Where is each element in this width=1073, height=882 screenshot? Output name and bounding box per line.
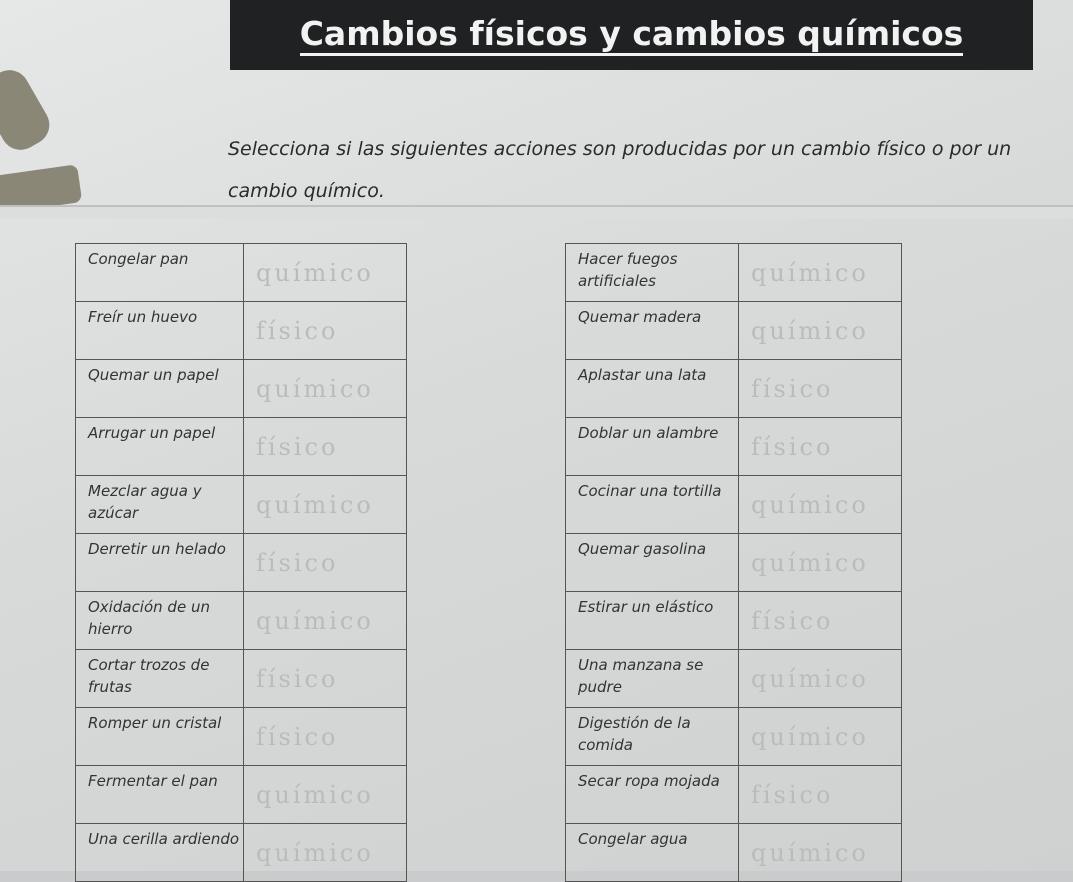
answer-cell[interactable]: físico	[738, 359, 902, 418]
table-row: Congelar pan químico	[75, 243, 407, 302]
action-cell: Aplastar una lata	[565, 359, 739, 418]
answer-cell[interactable]: químico	[243, 591, 407, 650]
action-cell: Romper un cristal	[75, 707, 244, 766]
action-cell: Oxidación de un hierro	[75, 591, 244, 650]
answer-cell[interactable]: químico	[243, 359, 407, 418]
answer-cell[interactable]: físico	[738, 765, 902, 824]
answer-cell[interactable]: químico	[738, 649, 902, 708]
table-row: Estirar un elástico físico	[565, 591, 902, 650]
answer-cell[interactable]: químico	[738, 533, 902, 592]
action-cell: Una manzana se pudre	[565, 649, 739, 708]
action-cell: Quemar madera	[565, 301, 739, 360]
action-cell: Hacer fuegos artificiales	[565, 243, 739, 302]
answer-cell[interactable]: químico	[738, 301, 902, 360]
answer-cell[interactable]: químico	[243, 765, 407, 824]
table-row: Doblar un alambre físico	[565, 417, 902, 476]
table-row: Aplastar una lata físico	[565, 359, 902, 418]
answer-cell[interactable]: físico	[243, 649, 407, 708]
table-row: Mezclar agua y azúcar químico	[75, 475, 407, 534]
table-row: Hacer fuegos artificiales químico	[565, 243, 902, 302]
table-row: Congelar agua químico	[565, 823, 902, 882]
answer-cell[interactable]: químico	[738, 707, 902, 766]
table-row: Oxidación de un hierro químico	[75, 591, 407, 650]
action-cell: Mezclar agua y azúcar	[75, 475, 244, 534]
answer-cell[interactable]: químico	[738, 475, 902, 534]
action-cell: Doblar un alambre	[565, 417, 739, 476]
table-row: Quemar un papel químico	[75, 359, 407, 418]
action-cell: Fermentar el pan	[75, 765, 244, 824]
action-cell: Congelar agua	[565, 823, 739, 882]
table-row: Digestión de la comida químico	[565, 707, 902, 766]
action-cell: Cortar trozos de frutas	[75, 649, 244, 708]
answer-cell[interactable]: químico	[243, 243, 407, 302]
action-cell: Quemar gasolina	[565, 533, 739, 592]
left-table: Congelar pan químico Freír un huevo físico Q…	[75, 243, 407, 882]
answer-cell[interactable]: químico	[243, 823, 407, 882]
page-title: Cambios físicos y cambios químicos	[299, 14, 964, 56]
table-row: Arrugar un papel físico	[75, 417, 407, 476]
table-row: Una cerilla ardiendo químico	[75, 823, 407, 882]
paper-fold	[0, 205, 1073, 219]
table-row: Secar ropa mojada físico	[565, 765, 902, 824]
answer-cell[interactable]: químico	[738, 243, 902, 302]
action-cell: Congelar pan	[75, 243, 244, 302]
action-cell: Quemar un papel	[75, 359, 244, 418]
answer-cell[interactable]: físico	[243, 707, 407, 766]
table-row: Quemar gasolina químico	[565, 533, 902, 592]
action-cell: Una cerilla ardiendo	[75, 823, 244, 882]
answer-cell[interactable]: físico	[738, 591, 902, 650]
action-cell: Derretir un helado	[75, 533, 244, 592]
table-row: Derretir un helado físico	[75, 533, 407, 592]
answer-cell[interactable]: químico	[243, 475, 407, 534]
table-row: Una manzana se pudre químico	[565, 649, 902, 708]
right-table: Hacer fuegos artificiales químico Quemar m…	[565, 243, 902, 882]
table-row: Romper un cristal físico	[75, 707, 407, 766]
instruction-text: Selecciona si las siguientes acciones so…	[228, 138, 1012, 202]
action-cell: Digestión de la comida	[565, 707, 739, 766]
answer-cell[interactable]: físico	[243, 533, 407, 592]
title-banner: Cambios físicos y cambios químicos	[230, 0, 1033, 70]
action-cell: Arrugar un papel	[75, 417, 244, 476]
action-cell: Secar ropa mojada	[565, 765, 739, 824]
action-cell: Cocinar una tortilla	[565, 475, 739, 534]
action-cell: Estirar un elástico	[565, 591, 739, 650]
table-row: Freír un huevo físico	[75, 301, 407, 360]
answer-cell[interactable]: físico	[243, 417, 407, 476]
table-row: Cortar trozos de frutas físico	[75, 649, 407, 708]
answer-cell[interactable]: físico	[243, 301, 407, 360]
action-cell: Freír un huevo	[75, 301, 244, 360]
table-row: Fermentar el pan químico	[75, 765, 407, 824]
table-row: Cocinar una tortilla químico	[565, 475, 902, 534]
table-row: Quemar madera químico	[565, 301, 902, 360]
answer-cell[interactable]: químico	[738, 823, 902, 882]
answer-cell[interactable]: físico	[738, 417, 902, 476]
